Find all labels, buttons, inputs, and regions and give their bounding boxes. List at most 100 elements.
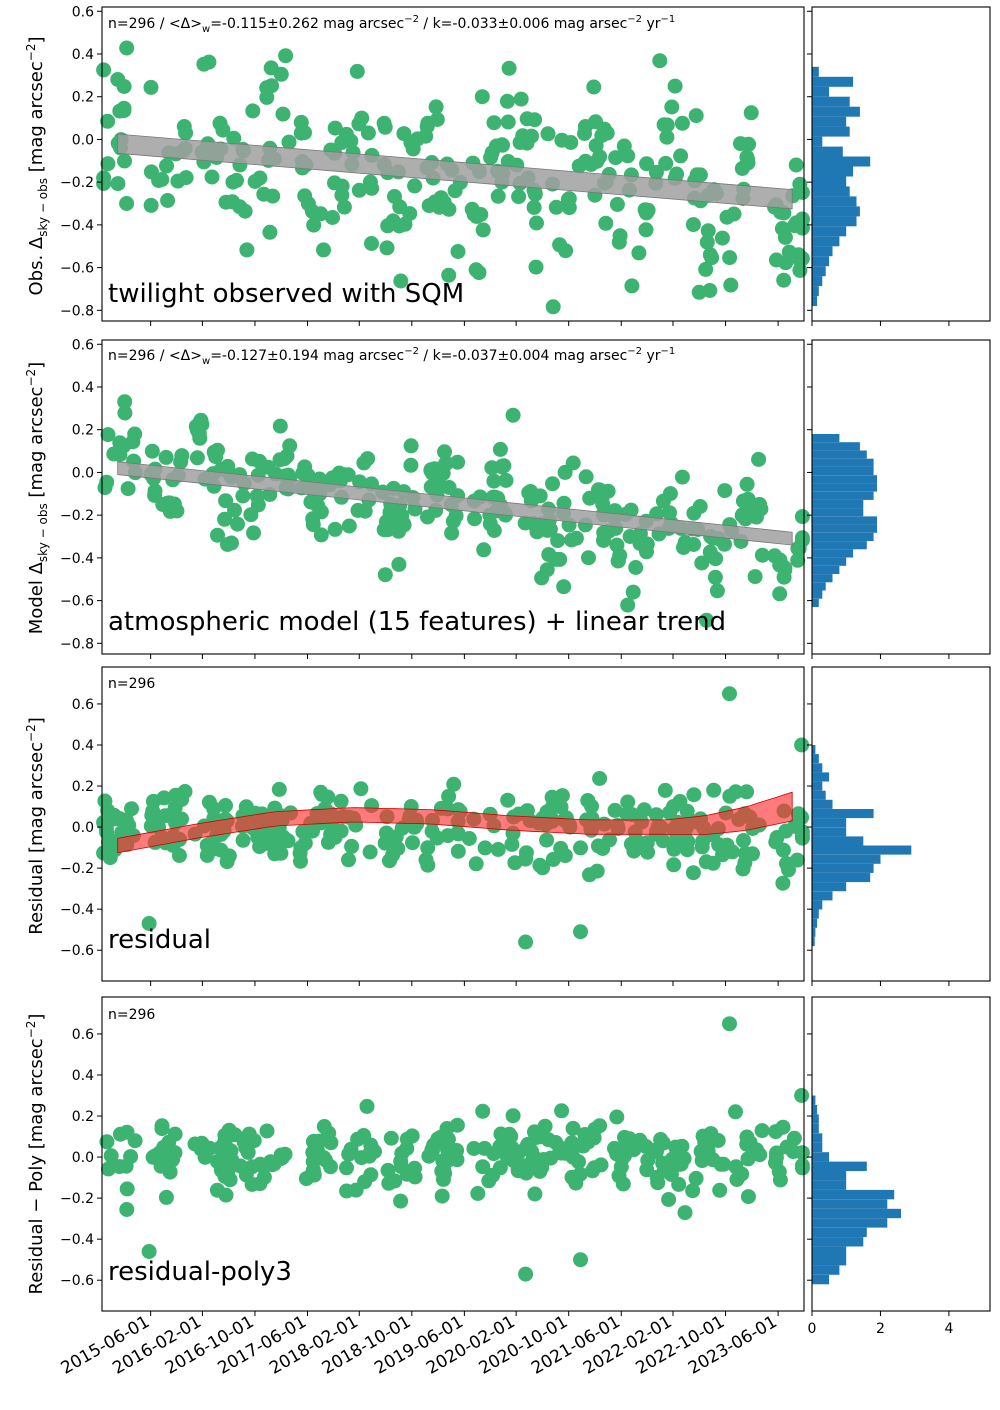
y-tick-label: 0.2	[72, 423, 94, 439]
scatter-point	[794, 1158, 810, 1174]
scatter-point	[245, 103, 261, 119]
y-tick-label: −0.2	[60, 175, 94, 191]
scatter-point	[235, 832, 251, 848]
hist-bar	[812, 1152, 830, 1162]
scatter-point	[116, 100, 132, 116]
hist-bar	[812, 1256, 847, 1266]
scatter-point	[699, 612, 714, 628]
scatter-point	[577, 1127, 593, 1142]
scatter-point	[790, 541, 806, 556]
scatter-point	[691, 284, 707, 300]
scatter-point	[743, 105, 759, 121]
scatter-point	[617, 1129, 632, 1145]
y-tick-label: 0.6	[72, 697, 94, 713]
scatter-point	[96, 62, 112, 78]
hist-bar	[812, 1237, 864, 1247]
scatter-point	[685, 1183, 701, 1199]
scatter-point	[596, 525, 612, 541]
scatter-point	[99, 1134, 115, 1150]
scatter-point	[469, 209, 485, 224]
scatter-point	[362, 844, 378, 860]
scatter-point	[545, 851, 561, 867]
scatter-point	[512, 135, 528, 150]
residual-plot-frame	[101, 666, 805, 982]
scatter-point	[447, 183, 463, 199]
scatter-point	[428, 99, 444, 115]
scatter-point	[143, 818, 159, 834]
scatter-point	[539, 832, 555, 848]
scatter-point	[390, 511, 406, 527]
hist-bar	[812, 863, 874, 873]
hist-bar	[812, 900, 823, 910]
model-plot-frame	[101, 339, 805, 655]
scatter-point	[486, 115, 502, 131]
scatter-point	[418, 128, 434, 144]
scatter-point	[379, 240, 395, 256]
scatter-point-outlier	[518, 1266, 534, 1282]
scatter-point	[501, 60, 517, 76]
scatter-point	[209, 1154, 225, 1169]
scatter-point	[367, 1144, 382, 1159]
scatter-point	[565, 1149, 581, 1165]
trend-band	[117, 461, 793, 546]
scatter-point	[787, 818, 803, 834]
scatter-point	[582, 867, 597, 883]
scatter-point	[578, 469, 594, 485]
hist-bar	[812, 1246, 847, 1256]
scatter-point	[351, 116, 367, 132]
y-tick-label: 0.6	[72, 4, 94, 20]
hist-x-label: 2	[876, 1321, 885, 1337]
scatter-point	[238, 799, 254, 815]
hist-bar	[812, 781, 823, 791]
residual-poly-hist-bars	[812, 1095, 901, 1285]
scatter-point	[700, 223, 716, 239]
scatter-point	[218, 798, 233, 813]
scatter-point	[298, 1171, 314, 1187]
scatter-point	[278, 48, 294, 64]
scatter-point	[614, 1151, 630, 1166]
scatter-point	[327, 120, 343, 136]
model-y-ticks: 0.6 0.4 0.2 0.0 −0.2 −0.4 −0.6 −0.8	[60, 337, 102, 652]
scatter-point	[423, 479, 439, 495]
scatter-point	[293, 125, 309, 141]
observed-annotation: twilight observed with SQM	[108, 279, 464, 309]
scatter-point	[659, 129, 675, 145]
y-tick-label: 0.6	[72, 1027, 94, 1043]
scatter-point	[117, 394, 133, 410]
scatter-point	[733, 136, 748, 152]
scatter-point	[97, 793, 113, 809]
residual-poly-plot-frame	[101, 996, 805, 1312]
scatter-point	[272, 418, 288, 434]
observed-plot-frame	[101, 6, 805, 322]
scatter-point	[789, 852, 805, 868]
scatter-point	[507, 855, 523, 871]
scatter-point	[377, 567, 393, 583]
hist-bar	[812, 827, 847, 837]
scatter-point	[239, 242, 255, 258]
scatter-point	[792, 262, 808, 278]
scatter-point	[297, 188, 313, 204]
observed-hist-ticks	[807, 10, 950, 326]
scatter-point	[100, 156, 116, 172]
scatter-point	[740, 155, 756, 171]
hist-bar	[812, 873, 871, 883]
y-tick-label: 0.4	[72, 1068, 94, 1084]
scatter-point	[608, 150, 624, 166]
scatter-point	[165, 1152, 181, 1167]
residual-poly-hist-ticks	[807, 1033, 950, 1316]
scatter-point	[663, 1167, 679, 1182]
scatter-point	[154, 1118, 170, 1134]
scatter-point	[349, 63, 365, 79]
scatter-point	[470, 1186, 486, 1201]
scatter-point	[247, 174, 263, 189]
scatter-point	[595, 841, 611, 856]
scatter-point	[300, 467, 316, 483]
scatter-point	[556, 495, 572, 511]
hist-bar	[812, 458, 874, 467]
scatter-point	[527, 1186, 543, 1202]
scatter-point	[354, 1150, 369, 1166]
panel-observed: 0.6 0.4 0.2 0.0 −0.2 −0.4 −0.6 −0.8 n=296 / <Δ>…	[24, 4, 810, 326]
scatter-point	[548, 199, 564, 215]
scatter-point	[666, 841, 682, 857]
scatter-point	[510, 1145, 526, 1161]
